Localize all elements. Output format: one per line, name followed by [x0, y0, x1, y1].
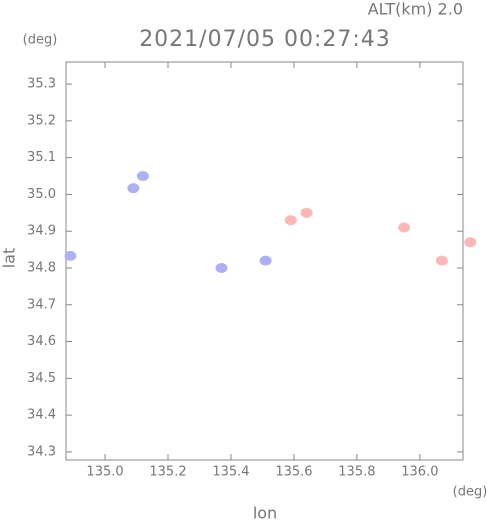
- echo-blob: [127, 183, 140, 194]
- chart-title: 2021/07/05 00:27:43: [139, 27, 391, 52]
- plot-frame: [65, 61, 464, 461]
- y-tick-label: 34.8: [27, 260, 56, 275]
- x-tick-label: 135.6: [275, 465, 312, 480]
- y-unit: (deg): [23, 33, 58, 48]
- x-tick-label: 136.0: [401, 465, 438, 480]
- y-tick-label: 34.5: [27, 371, 56, 386]
- x-axis-label: lon: [253, 504, 277, 521]
- echo-blob: [398, 222, 411, 233]
- echo-blob: [435, 255, 448, 266]
- y-tick-label: 34.3: [27, 444, 56, 459]
- x-tick-label: 135.8: [338, 465, 375, 480]
- y-tick-label: 34.6: [27, 334, 56, 349]
- x-tick-label: 135.4: [212, 465, 249, 480]
- echo-blob: [284, 215, 297, 226]
- y-axis-label: lat: [0, 248, 19, 269]
- y-tick-label: 35.3: [27, 77, 56, 92]
- echo-blob: [215, 262, 228, 273]
- x-unit: (deg): [453, 485, 488, 500]
- y-tick-label: 34.7: [27, 297, 56, 312]
- x-tick-label: 135.0: [86, 465, 123, 480]
- echo-blob: [136, 171, 149, 182]
- y-tick-label: 35.1: [27, 150, 56, 165]
- y-tick-label: 35.0: [27, 187, 56, 202]
- y-tick-label: 34.9: [27, 224, 56, 239]
- y-tick-label: 35.2: [27, 113, 56, 128]
- echo-blob: [464, 237, 477, 248]
- echo-blob: [64, 250, 77, 261]
- altitude-label: ALT(km) 2.0: [368, 0, 463, 19]
- y-tick-label: 34.4: [27, 408, 56, 423]
- echo-blob: [259, 255, 272, 266]
- x-tick-label: 135.2: [149, 465, 186, 480]
- echo-blob: [300, 207, 313, 218]
